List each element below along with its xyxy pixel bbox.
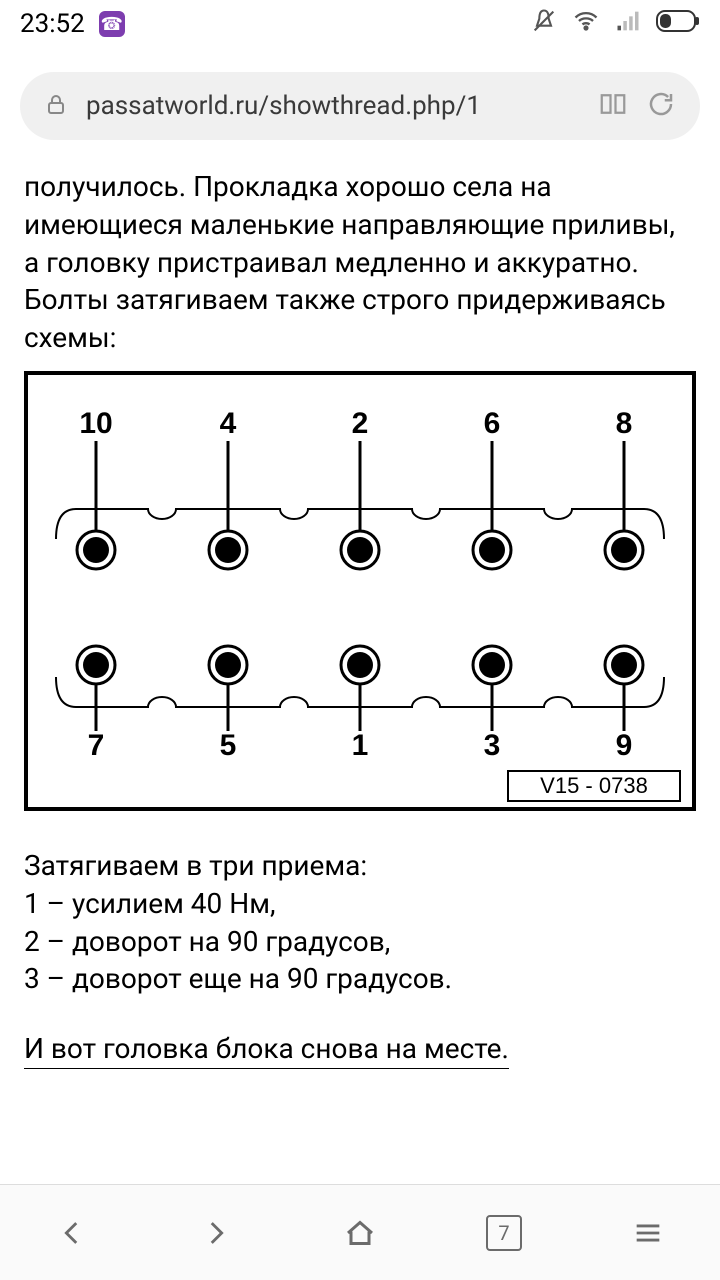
svg-text:8: 8 bbox=[616, 407, 633, 440]
paragraph-closing: И вот головка блока снова на месте. bbox=[24, 1030, 509, 1069]
bolt-torque-diagram: 10 4 2 6 8 7 5 1 3 9 V15 - 0738 bbox=[24, 371, 696, 811]
svg-text:7: 7 bbox=[88, 729, 105, 762]
menu-button[interactable] bbox=[624, 1209, 672, 1257]
svg-text:4: 4 bbox=[220, 407, 237, 440]
mute-icon bbox=[530, 7, 558, 42]
svg-text:1: 1 bbox=[352, 729, 369, 762]
svg-text:V15 - 0738: V15 - 0738 bbox=[540, 773, 648, 798]
svg-text:10: 10 bbox=[79, 407, 112, 440]
tabs-button[interactable]: 7 bbox=[480, 1209, 528, 1257]
reader-mode-icon[interactable] bbox=[598, 89, 628, 123]
forward-button[interactable] bbox=[192, 1209, 240, 1257]
torque-step-1: 1 – усилием 40 Нм, bbox=[24, 885, 696, 923]
tab-count: 7 bbox=[486, 1215, 522, 1251]
svg-text:6: 6 bbox=[484, 407, 501, 440]
wifi-icon bbox=[572, 7, 600, 42]
svg-text:5: 5 bbox=[220, 729, 237, 762]
page-content: получилось. Прокладка хорошо села на име… bbox=[0, 156, 720, 1184]
browser-bottom-nav: 7 bbox=[0, 1184, 720, 1280]
signal-icon bbox=[614, 7, 642, 42]
status-bar: 23:52 ☎ bbox=[0, 0, 720, 48]
lock-icon bbox=[44, 92, 68, 120]
torque-step-2: 2 – доворот на 90 градусов, bbox=[24, 923, 696, 961]
svg-text:9: 9 bbox=[616, 729, 633, 762]
reload-icon[interactable] bbox=[646, 89, 676, 123]
torque-heading: Затягиваем в три приема: bbox=[24, 847, 696, 885]
clock: 23:52 bbox=[20, 9, 85, 39]
viber-icon: ☎ bbox=[99, 11, 125, 37]
url-text: passatworld.ru/showthread.php/1 bbox=[86, 91, 580, 121]
status-left: 23:52 ☎ bbox=[20, 9, 125, 39]
paragraph-intro: получилось. Прокладка хорошо села на име… bbox=[24, 168, 696, 357]
svg-text:2: 2 bbox=[352, 407, 369, 440]
battery-icon bbox=[656, 9, 700, 39]
svg-text:3: 3 bbox=[484, 729, 501, 762]
status-right bbox=[530, 7, 700, 42]
url-bar[interactable]: passatworld.ru/showthread.php/1 bbox=[20, 72, 700, 140]
torque-step-3: 3 – доворот еще на 90 градусов. bbox=[24, 960, 696, 998]
back-button[interactable] bbox=[48, 1209, 96, 1257]
diagram-svg: 10 4 2 6 8 7 5 1 3 9 V15 - 0738 bbox=[28, 375, 692, 807]
home-button[interactable] bbox=[336, 1209, 384, 1257]
